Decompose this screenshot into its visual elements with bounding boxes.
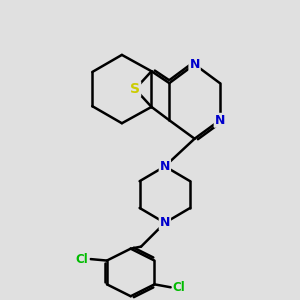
Text: N: N <box>160 216 170 229</box>
Text: Cl: Cl <box>76 253 88 266</box>
Text: N: N <box>189 58 200 71</box>
Text: S: S <box>130 82 140 96</box>
Text: N: N <box>215 114 225 127</box>
Text: N: N <box>160 160 170 173</box>
Text: Cl: Cl <box>173 281 185 294</box>
